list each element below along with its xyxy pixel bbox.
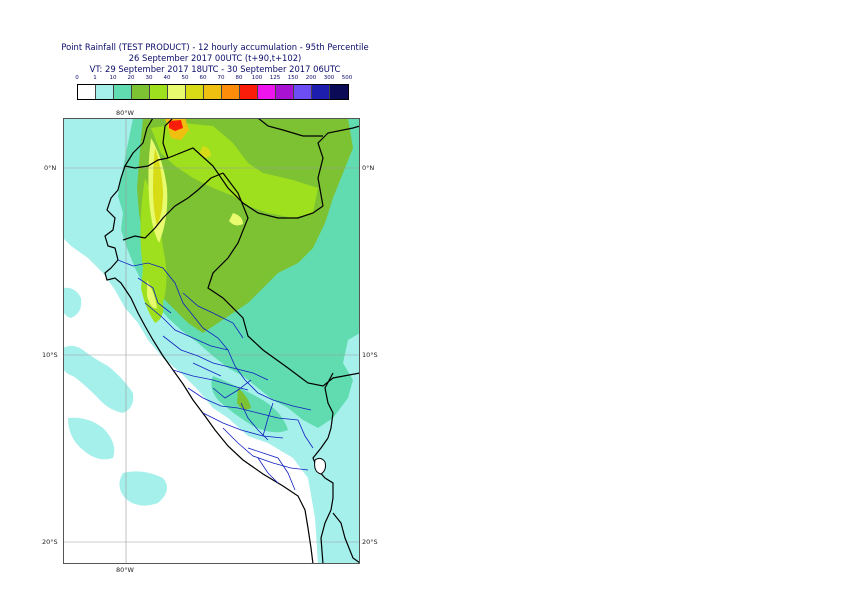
lake-titicaca: [314, 457, 326, 475]
legend-label: 40: [163, 75, 171, 81]
title-line-1: Point Rainfall (TEST PRODUCT) - 12 hourl…: [61, 42, 369, 52]
legend-swatch: [114, 85, 132, 99]
lon-label-top: 80°W: [116, 109, 134, 117]
lat-label-right: 0°N: [362, 164, 375, 172]
legend-label: 30: [145, 75, 153, 81]
region-borders: [117, 259, 314, 491]
lat-label-right: 10°S: [362, 351, 378, 359]
legend-swatch: [96, 85, 114, 99]
lat-label-right: 20°S: [362, 538, 378, 546]
legend-label: 50: [181, 75, 189, 81]
title-line-3: VT: 29 September 2017 18UTC - 30 Septemb…: [89, 64, 341, 74]
title-line-2: 26 September 2017 00UTC (t+90,t+102): [128, 53, 302, 63]
legend-swatch: [222, 85, 240, 99]
legend-swatch: [186, 85, 204, 99]
legend-label: 500: [341, 75, 353, 81]
legend-swatch: [204, 85, 222, 99]
legend-label: 125: [269, 75, 281, 81]
rainfall-map: [63, 118, 360, 564]
lat-label-left: 0°N: [44, 164, 57, 172]
legend-label: 150: [287, 75, 299, 81]
legend-label: 100: [251, 75, 263, 81]
rain-field-50-60: [153, 148, 163, 226]
lon-label-bottom: 80°W: [116, 566, 134, 574]
legend-swatch: [132, 85, 150, 99]
legend-swatch: [150, 85, 168, 99]
lat-label-left: 20°S: [42, 538, 58, 546]
rain-patch-offshore: [68, 417, 115, 460]
lat-label-left: 10°S: [42, 351, 58, 359]
legend-swatch: [294, 85, 312, 99]
legend-color-bar: [77, 84, 349, 100]
legend-swatch: [240, 85, 258, 99]
rain-field-20-30: [237, 388, 251, 410]
legend-label: 60: [199, 75, 207, 81]
legend-label: 10: [109, 75, 117, 81]
legend-label: 300: [323, 75, 335, 81]
legend-swatch: [276, 85, 294, 99]
legend-swatch: [168, 85, 186, 99]
legend-label: 200: [305, 75, 317, 81]
legend-label: 70: [217, 75, 225, 81]
map-frame: [63, 118, 360, 564]
rain-field-30-40: [151, 123, 318, 218]
rain-field-40-50: [147, 280, 157, 309]
rain-patch-offshore: [119, 471, 167, 506]
legend-label: 80: [235, 75, 243, 81]
legend-threshold-labels: 0 1 10 20 30 40 50 60 70 80 100 125 150 …: [68, 75, 358, 84]
rain-field-40-50: [229, 213, 243, 226]
rain-field-80-100: [169, 120, 183, 131]
legend-swatch: [330, 85, 348, 99]
legend-swatch: [78, 85, 96, 99]
legend-label: 0: [75, 75, 79, 81]
legend-swatch: [312, 85, 330, 99]
rain-patch-offshore: [63, 287, 82, 318]
legend-label: 1: [93, 75, 97, 81]
rain-field-50-60: [199, 146, 211, 158]
legend-swatch: [258, 85, 276, 99]
legend-label: 20: [127, 75, 135, 81]
rain-patch-offshore: [63, 345, 134, 413]
national-borders: [104, 118, 360, 564]
